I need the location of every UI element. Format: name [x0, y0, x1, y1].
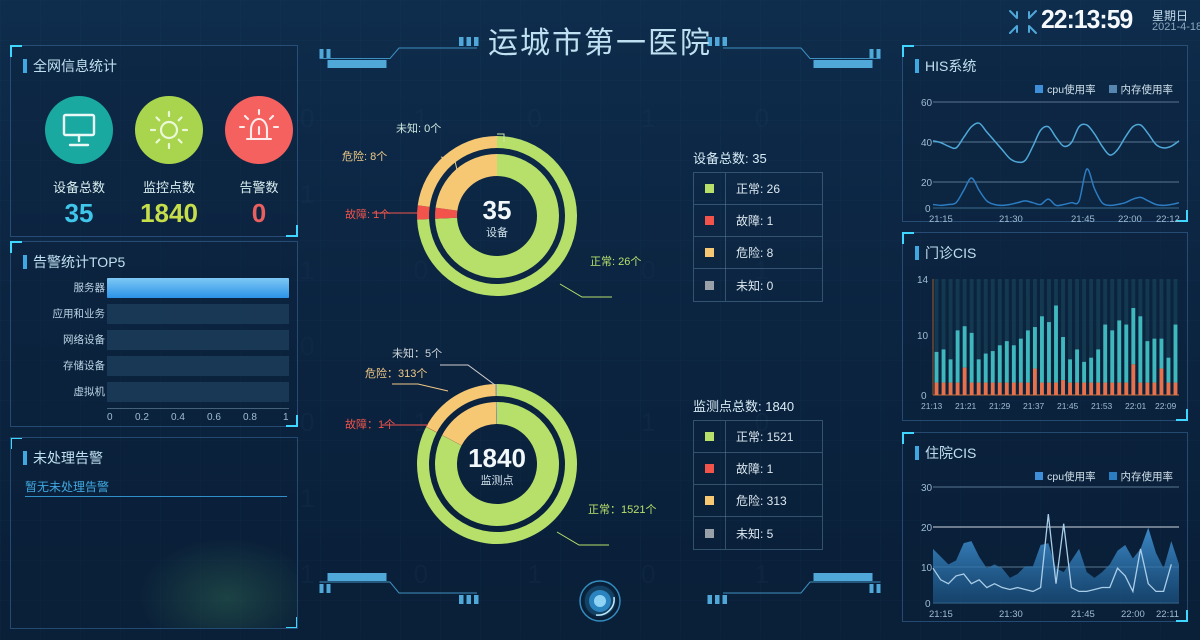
svg-text:30: 30: [921, 483, 933, 494]
svg-text:20: 20: [921, 523, 933, 534]
svg-text:10: 10: [921, 563, 933, 574]
svg-text:22:00: 22:00: [1121, 609, 1145, 619]
svg-text:22:11: 22:11: [1156, 609, 1179, 619]
svg-text:21:30: 21:30: [999, 609, 1023, 619]
svg-text:21:15: 21:15: [929, 609, 953, 619]
svg-text:21:45: 21:45: [1071, 609, 1095, 619]
